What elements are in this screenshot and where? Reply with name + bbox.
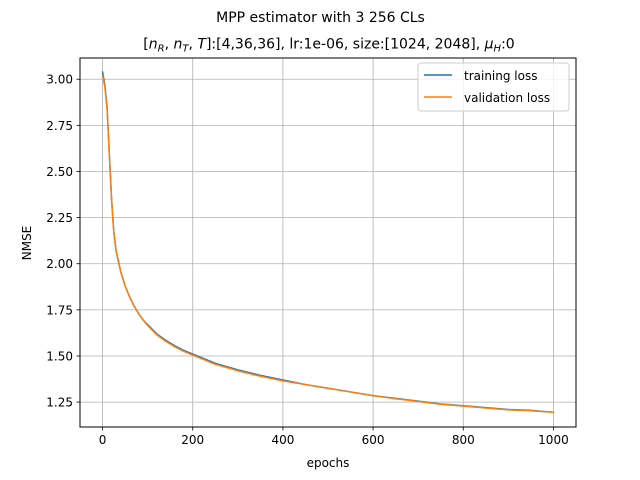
subtitle-mu: μ <box>484 37 494 53</box>
x-ticks: 0 200 400 600 800 1000 <box>99 427 569 447</box>
x-tick-label: 200 <box>181 433 204 447</box>
subtitle-sep1: , <box>165 37 174 53</box>
subtitle-mu-sub: H <box>494 44 502 55</box>
y-tick-label: 3.00 <box>46 73 73 87</box>
subtitle-open: [ <box>143 37 148 53</box>
y-tick-label: 2.50 <box>46 165 73 179</box>
y-tick-label: 1.75 <box>46 303 73 317</box>
chart-title: MPP estimator with 3 256 CLs <box>216 10 425 26</box>
x-tick-label: 0 <box>99 433 107 447</box>
y-tick-label: 2.00 <box>46 257 73 271</box>
subtitle-nt: n <box>173 37 182 53</box>
y-tick-label: 2.25 <box>46 211 73 225</box>
plot-frame <box>79 57 577 428</box>
subtitle-sep2: , <box>188 37 197 53</box>
legend-label-training-loss: training loss <box>464 69 537 83</box>
subtitle-nr-sub: R <box>158 44 165 55</box>
legend-box <box>417 62 570 112</box>
x-axis-label: epochs <box>307 456 350 470</box>
y-tick-label: 1.25 <box>46 396 73 410</box>
x-tick-label: 1000 <box>538 433 569 447</box>
subtitle-rest: ]:[4,36,36], lr:1e-06, size:[1024, 2048]… <box>206 37 485 53</box>
chart-subtitle: [nR, nT, T]:[4,36,36], lr:1e-06, size:[1… <box>143 37 514 55</box>
series-layer <box>101 71 555 413</box>
grid-layer <box>80 58 576 427</box>
y-tick-label: 1.50 <box>46 349 73 363</box>
series-line-training-loss <box>101 71 555 413</box>
y-axis-label: NMSE <box>20 226 34 261</box>
y-ticks: 1.25 1.50 1.75 2.00 2.25 2.50 2.75 3.00 <box>46 73 80 410</box>
x-tick-label: 600 <box>362 433 385 447</box>
subtitle-nr: n <box>149 37 158 53</box>
x-tick-label: 400 <box>271 433 294 447</box>
x-tick-label: 800 <box>452 433 475 447</box>
series-line-validation-loss <box>101 74 555 413</box>
legend: training loss validation loss <box>417 62 570 112</box>
subtitle-nt-sub: T <box>182 44 189 55</box>
y-tick-label: 2.75 <box>46 119 73 133</box>
legend-label-validation-loss: validation loss <box>464 91 550 105</box>
subtitle-mu-value: :0 <box>501 37 515 53</box>
subtitle-t: T <box>197 37 207 53</box>
